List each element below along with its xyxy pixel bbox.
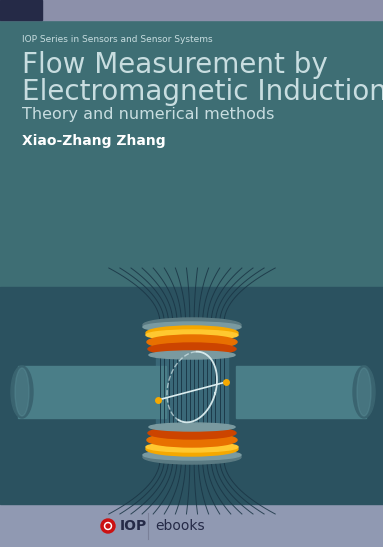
Ellipse shape	[143, 450, 241, 460]
Text: IOP: IOP	[120, 519, 147, 533]
Text: Flow Measurement by: Flow Measurement by	[22, 51, 328, 79]
Ellipse shape	[357, 368, 371, 416]
Ellipse shape	[146, 442, 238, 456]
Bar	[0, 287, 383, 504]
Text: Xiao-Zhang Zhang: Xiao-Zhang Zhang	[22, 134, 165, 148]
Ellipse shape	[148, 427, 236, 439]
Circle shape	[105, 522, 111, 529]
Bar	[236, 366, 366, 418]
Ellipse shape	[143, 322, 241, 332]
Ellipse shape	[147, 433, 237, 447]
Bar	[0, 0, 42, 20]
Circle shape	[106, 524, 110, 528]
Ellipse shape	[353, 366, 375, 418]
Bar	[0, 0, 383, 20]
Ellipse shape	[143, 318, 241, 332]
Ellipse shape	[146, 442, 238, 452]
Ellipse shape	[146, 330, 238, 340]
Ellipse shape	[146, 326, 238, 340]
Text: IOP Series in Sensors and Sensor Systems: IOP Series in Sensors and Sensor Systems	[22, 34, 213, 44]
Ellipse shape	[143, 450, 241, 464]
Circle shape	[101, 519, 115, 533]
Ellipse shape	[15, 368, 29, 416]
Text: Electromagnetic Induction: Electromagnetic Induction	[22, 78, 383, 106]
Ellipse shape	[147, 335, 237, 349]
Ellipse shape	[148, 343, 236, 355]
Ellipse shape	[149, 351, 235, 359]
Bar	[156, 325, 228, 457]
Text: ebooks: ebooks	[155, 519, 205, 533]
Ellipse shape	[149, 423, 235, 431]
Bar	[0, 504, 383, 547]
Text: Theory and numerical methods: Theory and numerical methods	[22, 108, 274, 123]
Bar	[18, 366, 166, 418]
Ellipse shape	[11, 366, 33, 418]
